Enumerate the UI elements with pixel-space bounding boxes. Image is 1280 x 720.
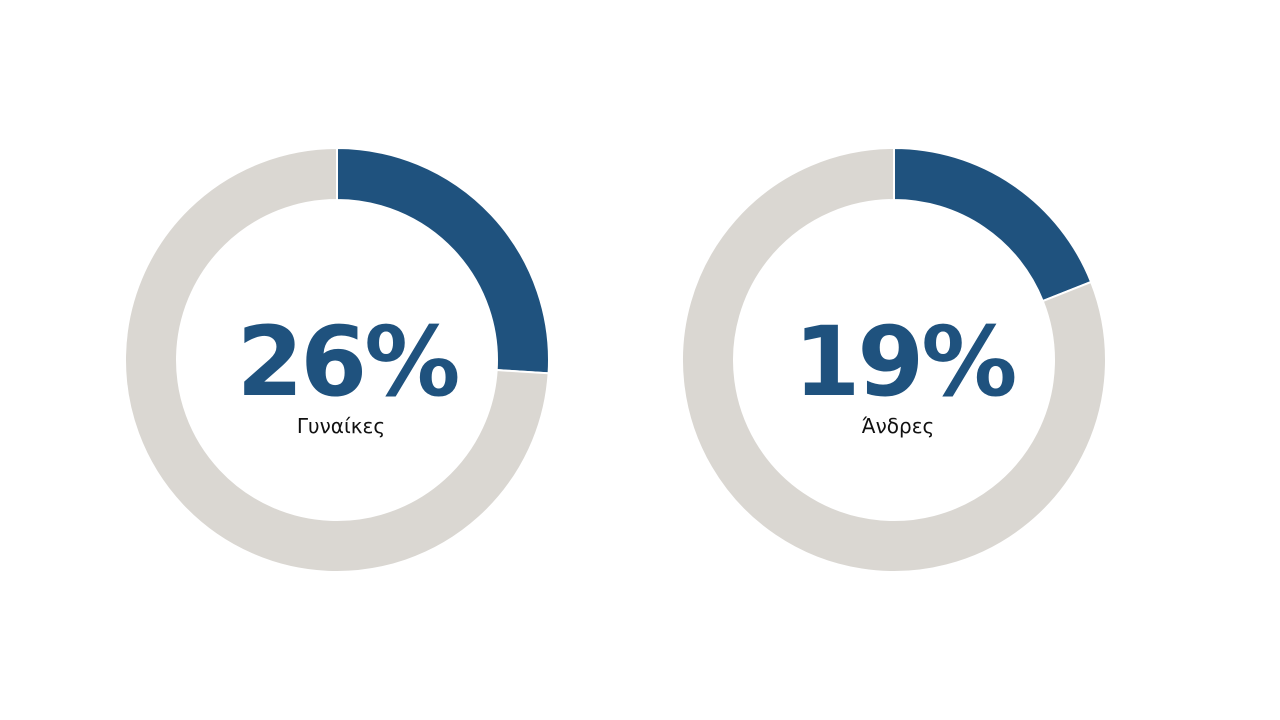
donut-segment (893, 146, 1093, 303)
value-label: 26% (237, 306, 459, 418)
category-label: Γυναίκες (297, 414, 385, 438)
donut-segment (124, 146, 550, 573)
donut-segment (681, 146, 1107, 573)
category-label: Άνδρες (862, 414, 935, 438)
value-label: 19% (794, 306, 1016, 418)
